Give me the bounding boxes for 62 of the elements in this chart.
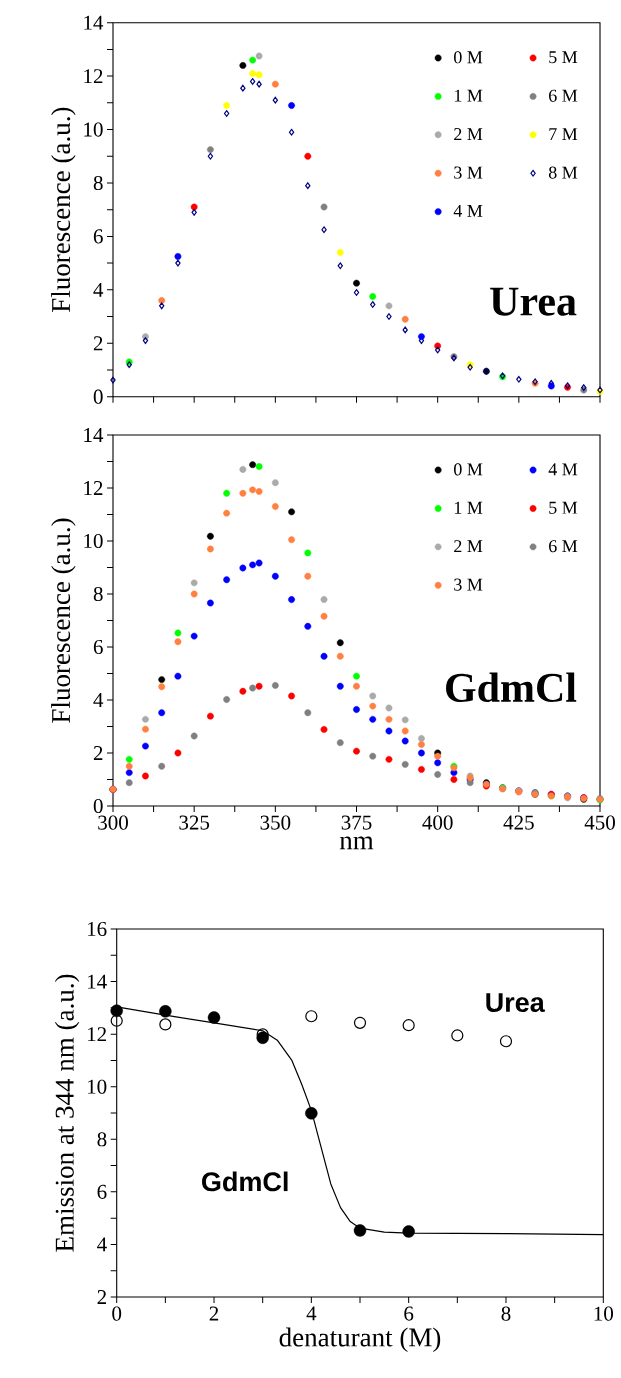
x-axis-title: nm (339, 836, 374, 850)
y-tick-label: 12 (88, 1027, 107, 1042)
legend-label: 1 M (454, 89, 483, 102)
y-tick-label: 6 (97, 1184, 107, 1199)
legend-label: 4 M (453, 204, 483, 217)
x-tick-label: 10 (594, 1306, 614, 1321)
x-tick-label: 2 (209, 1306, 219, 1321)
y-tick-label: 14 (88, 974, 107, 989)
y-tick-label: 14 (84, 428, 104, 442)
legend-label: 8 M (548, 166, 578, 179)
x-tick-label: 6 (404, 1306, 414, 1321)
legend-label: 6 M (549, 540, 578, 553)
legend-label: 6 M (549, 89, 578, 102)
y-tick-label: 8 (93, 586, 103, 602)
y-tick-label: 6 (93, 639, 103, 655)
text: GdmCl (446, 672, 577, 703)
x-tick-label: 8 (501, 1306, 511, 1321)
y-axis-title: Fluorescence (a.u.) (51, 518, 76, 723)
y-tick-label: 4 (93, 693, 104, 707)
y-tick-label: 2 (93, 746, 103, 760)
x-tick-label: 375 (341, 815, 372, 830)
y-tick-label: 8 (97, 1132, 107, 1147)
y-axis-title: Emission at 344 nm (a.u.) (54, 974, 80, 1252)
x-tick-label: 400 (422, 815, 453, 830)
y-tick-label: 10 (84, 533, 103, 549)
legend-label: 3 M (454, 166, 483, 179)
y-tick-label: 6 (93, 229, 103, 244)
text: GdmCl (202, 1171, 288, 1192)
x-tick-label: 450 (584, 815, 615, 830)
y-tick-label: 12 (84, 481, 103, 495)
y-tick-label: 2 (97, 1290, 107, 1304)
legend-label: 7 M (549, 128, 578, 140)
y-tick-label: 0 (93, 389, 103, 404)
legend-label: 0 M (454, 463, 483, 476)
x-tick-label: 425 (503, 815, 534, 830)
y-tick-label: 10 (84, 122, 103, 137)
x-tick-label: 0 (112, 1306, 122, 1321)
y-tick-label: 8 (93, 175, 103, 191)
y-tick-label: 14 (84, 15, 104, 30)
y-tick-label: 0 (93, 798, 103, 814)
legend-label: 5 M (549, 501, 578, 514)
x-tick-label: 300 (98, 815, 128, 830)
y-tick-label: 10 (88, 1079, 107, 1094)
legend-label: 3 M (454, 578, 483, 591)
x-tick-label: 350 (260, 815, 291, 830)
legend-label: 2 M (454, 128, 483, 140)
legend-label: 0 M (454, 51, 483, 64)
x-axis-title: denaturant (M) (279, 1327, 441, 1353)
y-tick-label: 4 (93, 282, 104, 297)
y-tick-label: 4 (97, 1237, 107, 1252)
legend-label: 2 M (454, 540, 483, 553)
y-axis-title: Fluorescence (a.u.) (51, 107, 76, 312)
y-tick-label: 16 (88, 921, 107, 937)
text: Urea (490, 287, 577, 316)
legend-label: 4 M (548, 463, 578, 476)
legend-label: 5 M (549, 51, 578, 64)
y-tick-label: 2 (93, 336, 103, 351)
y-tick-label: 12 (84, 69, 103, 84)
series-label: Urea (486, 993, 545, 1013)
x-tick-label: 4 (306, 1306, 317, 1321)
x-tick-label: 325 (179, 815, 210, 830)
legend-label: 1 M (454, 501, 483, 514)
